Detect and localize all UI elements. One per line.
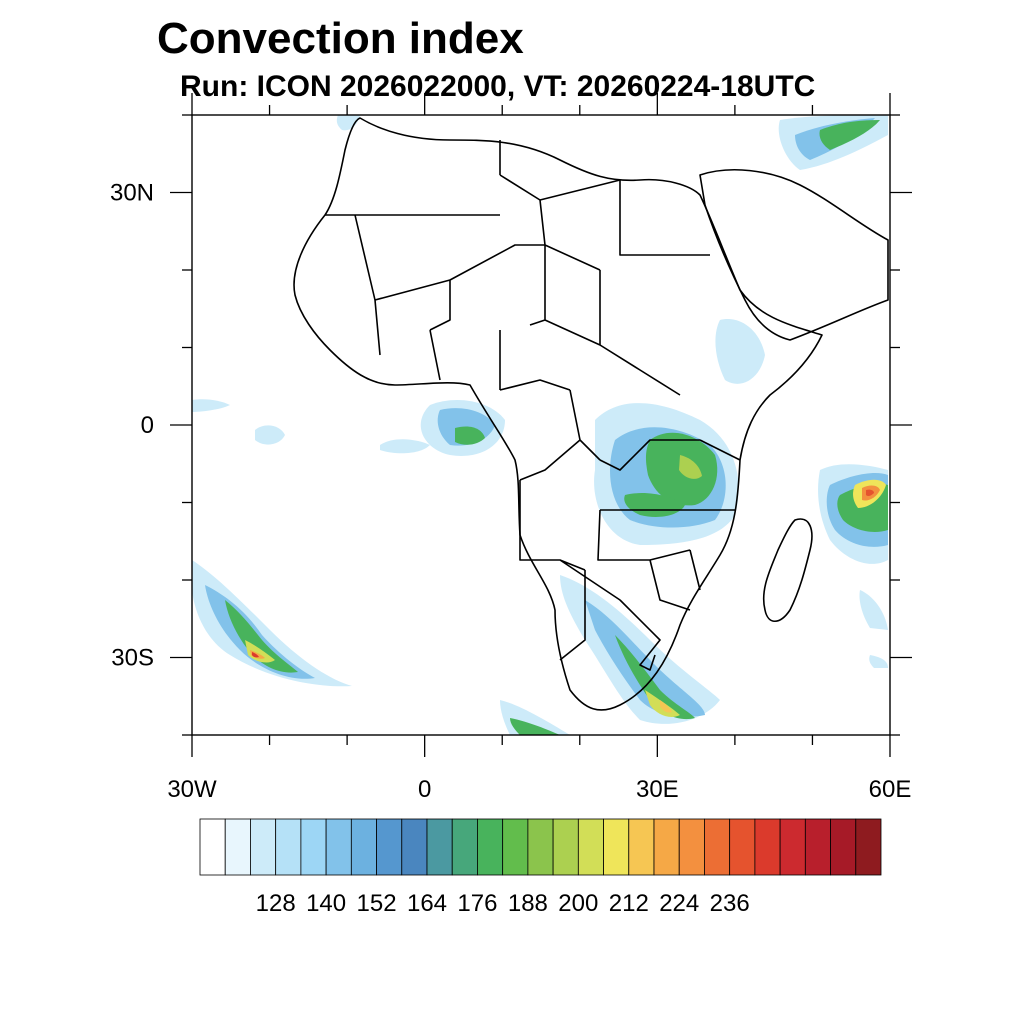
convection-field-layer [192,115,888,735]
colorbar-swatch [628,818,655,876]
convection-mid-values [205,118,888,717]
convection-green-values [225,120,888,735]
colorbar-swatch [451,818,478,876]
colorbar-tick-label: 140 [306,890,346,917]
colorbar-swatch [275,818,302,876]
country-borders [325,140,741,671]
colorbar-tick-label: 224 [659,890,699,917]
colorbar-tick-label: 128 [256,890,296,917]
lon-label: 60E [869,776,912,803]
lon-label: 30W [167,776,217,803]
colorbar-swatch [603,818,630,876]
colorbar-swatch [855,818,882,876]
colorbar-swatch [224,818,251,876]
convection-low-values [192,115,888,735]
colorbar-swatch [502,818,529,876]
colorbar-swatch [477,818,504,876]
colorbar-swatch [678,818,705,876]
africa-coastline [293,117,823,711]
lon-label: 30E [636,776,679,803]
colorbar-tick-label: 236 [710,890,750,917]
colorbar-swatch [804,818,831,876]
lon-label: 0 [418,776,431,803]
colorbar-swatch [250,818,277,876]
axis-ticks [170,93,912,757]
chart-subtitle: Run: ICON 2026022000, VT: 20260224-18UTC [180,70,816,103]
lat-label: 30S [111,645,154,672]
colorbar-swatch [350,818,377,876]
lat-label: 30N [110,180,154,207]
lat-label: 0 [141,412,154,439]
colorbar-tick-label: 152 [357,890,397,917]
coastline-border-layer [293,117,889,711]
convection-high-values [245,455,886,717]
axis-labels: 30N 0 30S 30W 0 30E 60E [110,180,911,804]
colorbar-tick-label: 200 [558,890,598,917]
colorbar-swatch [325,818,352,876]
colorbar-tick-label: 164 [407,890,447,917]
colorbar-swatch [653,818,680,876]
colorbar-swatch [199,818,226,876]
colorbar-swatch [704,818,731,876]
colorbar-swatch [779,818,806,876]
colorbar-swatch [426,818,453,876]
colorbar-swatch [729,818,756,876]
colorbar-tick-label: 176 [457,890,497,917]
madagascar-outline [762,518,813,623]
arabian-peninsula-outline [699,169,889,341]
colorbar-swatch [552,818,579,876]
colorbar-swatch [300,818,327,876]
colorbar-swatch [376,818,403,876]
colorbar-tick-label: 212 [609,890,649,917]
chart-title: Convection index [157,14,524,63]
colorbar-tick-label: 188 [508,890,548,917]
colorbar: 128 140 152 164 176 188 200 212 224 236 [199,818,882,917]
colorbar-swatch [527,818,554,876]
colorbar-swatch [401,818,428,876]
colorbar-swatch [577,818,604,876]
colorbar-swatch [754,818,781,876]
colorbar-swatch [830,818,857,876]
